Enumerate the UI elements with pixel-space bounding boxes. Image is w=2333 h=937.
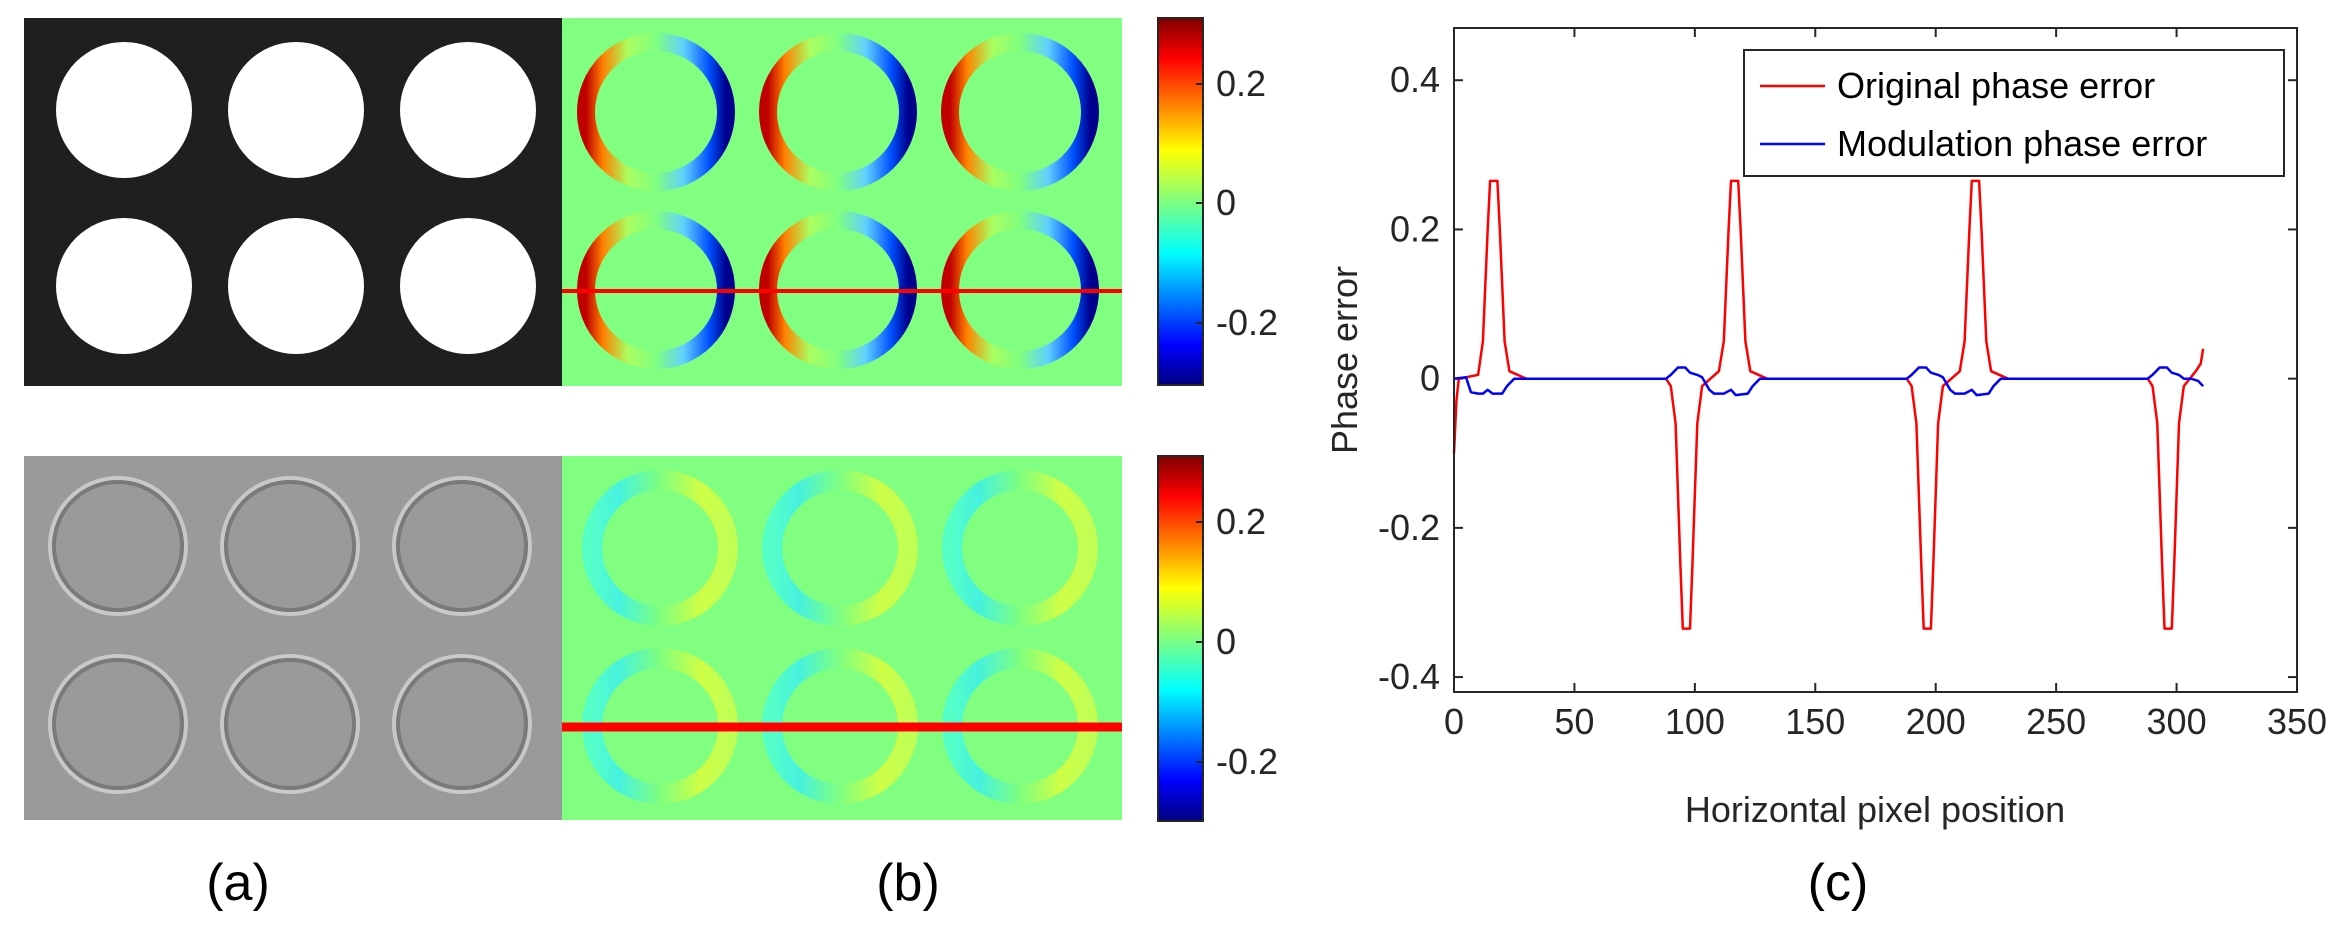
panel-label-b: (b): [876, 854, 940, 912]
colorbar-top-tick: -0.2: [1216, 302, 1278, 343]
phase-error-map-original: [562, 18, 1122, 386]
panel-label-c: (c): [1808, 854, 1869, 912]
legend: Original phase error Modulation phase er…: [1743, 49, 2285, 177]
x-tick-label: 50: [1554, 701, 1594, 742]
y-tick-label: 0: [1420, 358, 1440, 399]
y-axis-label: Phase error: [1324, 266, 1365, 454]
phase-error-map-modulated: [562, 456, 1122, 820]
x-tick-label: 300: [2147, 701, 2207, 742]
phase-error-line-chart: 0 50 100 150 200 250 300 350 0.4 0.2 0 -0.2 -0.4 Hor…: [1324, 27, 2327, 830]
legend-box: [1743, 49, 2285, 177]
y-tick-label: 0.2: [1390, 208, 1440, 249]
y-tick-label: 0.4: [1390, 59, 1440, 100]
panel-label-a: (a): [206, 854, 270, 912]
colorbar-top-tick: 0: [1216, 182, 1236, 223]
x-tick-label: 200: [1906, 701, 1966, 742]
plot-frame: [1453, 27, 2298, 693]
colorbar-bottom: 0.2 0 -0.2: [1157, 455, 1278, 822]
x-tick-label: 100: [1665, 701, 1725, 742]
x-tick-label: 0: [1444, 701, 1464, 742]
x-axis-label: Horizontal pixel position: [1685, 789, 2065, 830]
colorbar-bottom-tick: 0.2: [1216, 501, 1266, 542]
x-tick-label: 150: [1785, 701, 1845, 742]
x-tick-label: 250: [2026, 701, 2086, 742]
colorbar-top: 0.2 0 -0.2: [1157, 17, 1278, 386]
colorbar-bottom-tick: -0.2: [1216, 741, 1278, 782]
series-line-modulation: [1453, 366, 2205, 397]
colorbar-bottom-tick: 0: [1216, 621, 1236, 662]
y-tick-label: -0.4: [1378, 656, 1440, 697]
legend-label-modulation: Modulation phase error: [1837, 123, 2207, 164]
binary-mask-image: [24, 18, 562, 386]
modulated-grey-image: [24, 456, 562, 820]
legend-label-original: Original phase error: [1837, 65, 2155, 106]
colorbar-top-tick: 0.2: [1216, 63, 1266, 104]
x-tick-label: 350: [2267, 701, 2327, 742]
y-tick-label: -0.2: [1378, 507, 1440, 548]
